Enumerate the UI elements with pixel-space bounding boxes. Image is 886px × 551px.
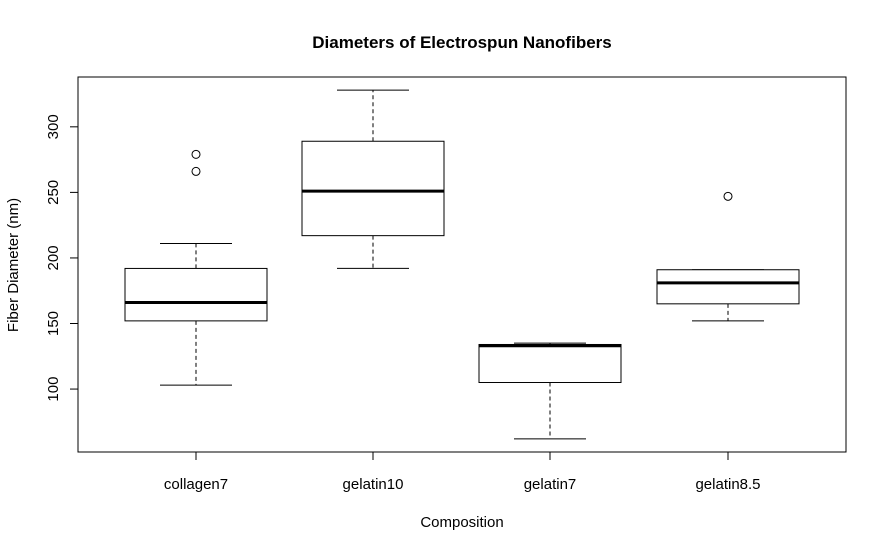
plot-frame bbox=[77, 76, 847, 453]
outlier-point bbox=[191, 166, 201, 176]
y-tick-label: 150 bbox=[45, 311, 62, 336]
outlier-point bbox=[723, 191, 733, 201]
iqr-box bbox=[656, 269, 800, 305]
box-collagen7 bbox=[124, 149, 268, 386]
x-axis-label: Composition bbox=[420, 514, 503, 531]
y-axis: 100 150 200 250 300 bbox=[45, 114, 78, 402]
box-gelatin10 bbox=[301, 89, 445, 269]
y-tick-label: 200 bbox=[45, 245, 62, 270]
outlier-point bbox=[191, 149, 201, 159]
x-tick-label: gelatin7 bbox=[524, 476, 577, 493]
box-gelatin7 bbox=[478, 342, 622, 440]
x-tick-label: gelatin10 bbox=[343, 476, 404, 493]
boxes bbox=[124, 89, 800, 440]
y-tick-label: 250 bbox=[45, 180, 62, 205]
y-axis-label: Fiber Diameter (nm) bbox=[5, 198, 22, 332]
box-gelatin8.5 bbox=[656, 191, 800, 322]
iqr-box bbox=[478, 343, 622, 384]
iqr-box bbox=[124, 267, 268, 322]
x-axis: collagen7 gelatin10 gelatin7 gelatin8.5 bbox=[164, 452, 761, 493]
y-tick-label: 100 bbox=[45, 377, 62, 402]
iqr-box bbox=[301, 140, 445, 237]
chart-title: Diameters of Electrospun Nanofibers bbox=[312, 33, 611, 52]
x-tick-label: gelatin8.5 bbox=[695, 476, 760, 493]
x-tick-label: collagen7 bbox=[164, 476, 228, 493]
y-tick-label: 300 bbox=[45, 114, 62, 139]
